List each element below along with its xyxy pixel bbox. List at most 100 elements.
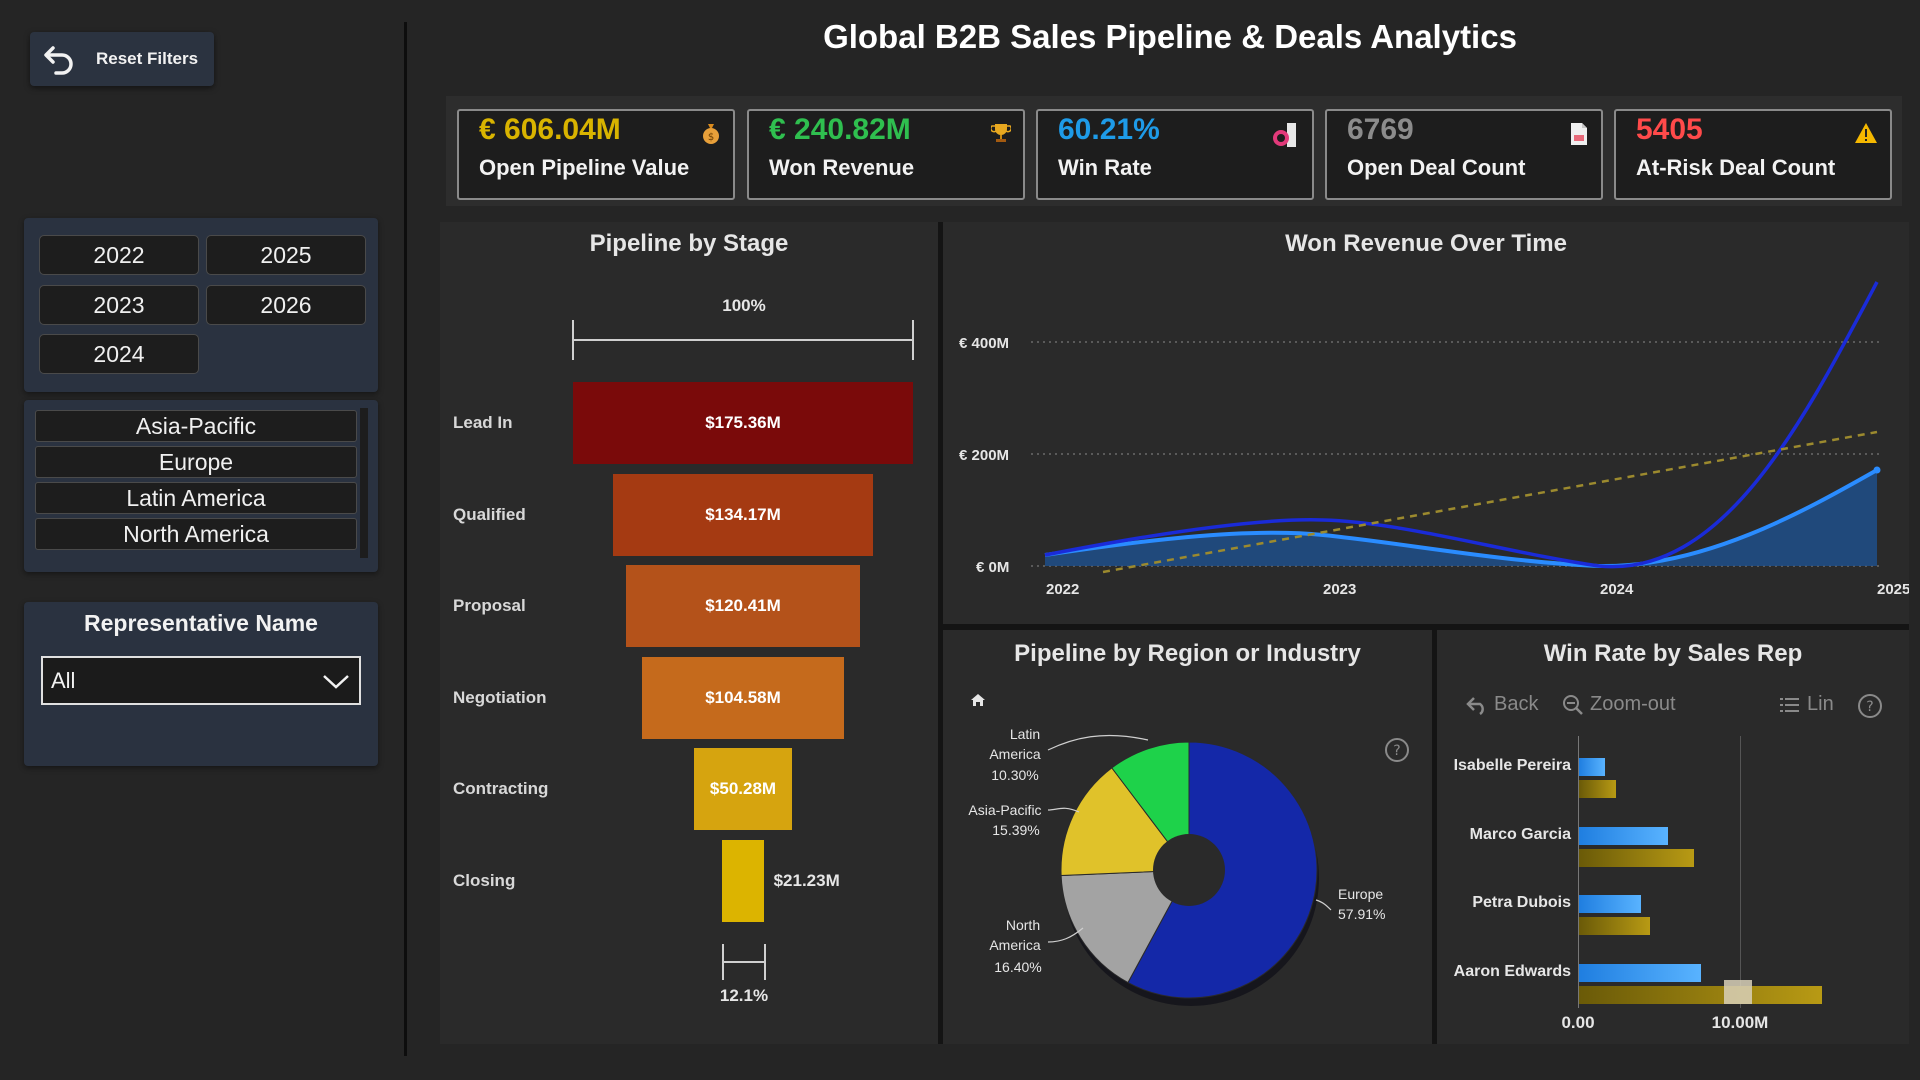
sidebar-divider — [404, 22, 407, 1056]
pie-label: Asia-Pacific — [968, 802, 1041, 818]
representative-value: All — [51, 667, 76, 693]
region-option[interactable]: North America — [35, 518, 357, 550]
page-title: Global B2B Sales Pipeline & Deals Analyt… — [823, 18, 1517, 55]
panel-divider — [943, 624, 1909, 630]
funnel-bar[interactable] — [573, 382, 913, 464]
kpi-value: € 606.04M — [479, 113, 621, 146]
y-tick-label: € 0M — [976, 559, 1009, 576]
back-label: Back — [1494, 693, 1539, 715]
rep-bar-blue[interactable] — [1579, 826, 1669, 845]
help-icon[interactable]: ? — [1857, 693, 1883, 719]
pie-label: Latin — [1010, 726, 1040, 742]
pie-slice[interactable] — [1111, 741, 1190, 872]
rep-bar-gold[interactable] — [1579, 985, 1822, 1004]
x-tick-label: 2022 — [1046, 581, 1079, 598]
pie-label: Europe — [1338, 886, 1383, 902]
rep-bar-blue[interactable] — [1579, 895, 1641, 913]
funnel-bar[interactable] — [612, 473, 874, 556]
rep-name-label: Petra Dubois — [1472, 894, 1571, 911]
kpi-label: Open Deal Count — [1347, 155, 1526, 180]
pie-value: 10.30% — [991, 767, 1038, 783]
funnel-bar-value: $120.41M — [705, 596, 781, 615]
revenue-series-line — [1044, 468, 1878, 569]
back-button[interactable]: Back — [1466, 693, 1538, 716]
representative-dropdown[interactable]: All — [41, 656, 361, 705]
funnel-stage-label: Contracting — [453, 779, 549, 798]
undo-icon — [44, 46, 73, 75]
kpi-value: 5405 — [1636, 113, 1703, 146]
funnel-bar[interactable] — [626, 565, 860, 647]
x-tick-label: 0.00 — [1561, 1013, 1595, 1032]
rep-bar-gold[interactable] — [1579, 848, 1695, 867]
back-arrow-icon — [1466, 696, 1484, 715]
pie-label: North — [1006, 917, 1040, 933]
rep-bar-blue[interactable] — [1579, 758, 1605, 776]
region-option[interactable]: Asia-Pacific — [35, 410, 357, 442]
region-option[interactable]: Europe — [35, 446, 357, 478]
revenue-endpoint — [1873, 466, 1881, 474]
win-rate-title: Win Rate by Sales Rep — [1543, 640, 1803, 667]
svg-text:?: ? — [1866, 699, 1873, 715]
rep-scroll-thumb[interactable] — [1724, 980, 1752, 1004]
leader-line — [1047, 734, 1149, 751]
kpi-card: € 240.82M Won Revenue — [747, 109, 1025, 200]
kpi-value: € 240.82M — [769, 113, 911, 146]
home-icon[interactable] — [970, 692, 986, 708]
kpi-label: Win Rate — [1058, 155, 1152, 180]
funnel-bar-value: $104.58M — [705, 687, 781, 707]
reset-filters-button[interactable]: Reset Filters — [30, 32, 214, 86]
kpi-value: 60.21% — [1058, 113, 1160, 146]
funnel-stage-label: Proposal — [453, 596, 526, 615]
reset-filters-label: Reset Filters — [96, 49, 199, 68]
rep-bar-gold[interactable] — [1579, 780, 1617, 798]
x-tick-label: 2024 — [1600, 581, 1634, 598]
document-icon — [1571, 123, 1587, 145]
funnel-bar-value: $21.23M — [773, 870, 840, 890]
year-option[interactable]: 2025 — [206, 235, 366, 275]
forecast-series-line — [1044, 281, 1879, 569]
list-icon — [1780, 697, 1799, 712]
trend-line — [1102, 430, 1878, 574]
kpi-card: 6769 Open Deal Count — [1325, 109, 1603, 200]
pie-label: America — [989, 937, 1041, 953]
year-option[interactable]: 2022 — [39, 235, 199, 275]
rep-bar-gold[interactable] — [1579, 917, 1651, 935]
funnel-stage-label: Qualified — [453, 504, 526, 524]
money-bag-icon: $ — [703, 124, 719, 144]
kpi-card: 60.21% Win Rate — [1036, 109, 1314, 200]
pie-slice[interactable] — [1060, 869, 1190, 984]
y-tick-label: € 400M — [959, 335, 1009, 352]
zoom-out-button[interactable]: Zoom-out — [1562, 693, 1676, 716]
year-option[interactable]: 2024 — [39, 334, 199, 374]
region-pie-title: Pipeline by Region or Industry — [1014, 640, 1361, 667]
year-option[interactable]: 2023 — [39, 285, 199, 325]
representative-title: Representative Name — [84, 610, 318, 636]
leader-line — [1047, 807, 1080, 813]
kpi-label: Open Pipeline Value — [479, 155, 690, 180]
linear-scale-button[interactable]: Lin — [1779, 693, 1834, 716]
gauge-icon — [1273, 123, 1296, 147]
kpi-label: Won Revenue — [769, 155, 915, 180]
funnel-bar[interactable] — [722, 839, 764, 922]
rep-axis-line — [1578, 736, 1579, 1008]
region-option[interactable]: Latin America — [35, 482, 357, 514]
region-slicer-scrollbar[interactable] — [360, 408, 368, 558]
help-icon[interactable]: ? — [1384, 737, 1410, 763]
panel-divider — [938, 222, 943, 1044]
linear-scale-label: Lin — [1807, 693, 1834, 715]
chevron-down-icon — [323, 674, 349, 689]
funnel-bar[interactable] — [641, 656, 845, 739]
year-option[interactable]: 2026 — [206, 285, 366, 325]
funnel-title: Pipeline by Stage — [589, 230, 789, 257]
warning-icon — [1855, 123, 1877, 143]
rep-name-label: Isabelle Pereira — [1453, 757, 1571, 774]
rep-bar-blue[interactable] — [1579, 963, 1701, 982]
region-donut-chart[interactable]: Latin America 10.30% Asia-Pacific 15.39%… — [943, 630, 1432, 1044]
revenue-line-chart[interactable]: € 400M € 200M € 0M 2022 2023 2024 2025 — [943, 222, 1909, 624]
kpi-value: 6769 — [1347, 113, 1414, 146]
pie-slice[interactable] — [1060, 767, 1190, 877]
zoom-out-label: Zoom-out — [1590, 693, 1676, 715]
funnel-bar[interactable] — [694, 748, 792, 830]
leader-line — [1315, 899, 1332, 911]
pie-value: 15.39% — [992, 822, 1039, 838]
